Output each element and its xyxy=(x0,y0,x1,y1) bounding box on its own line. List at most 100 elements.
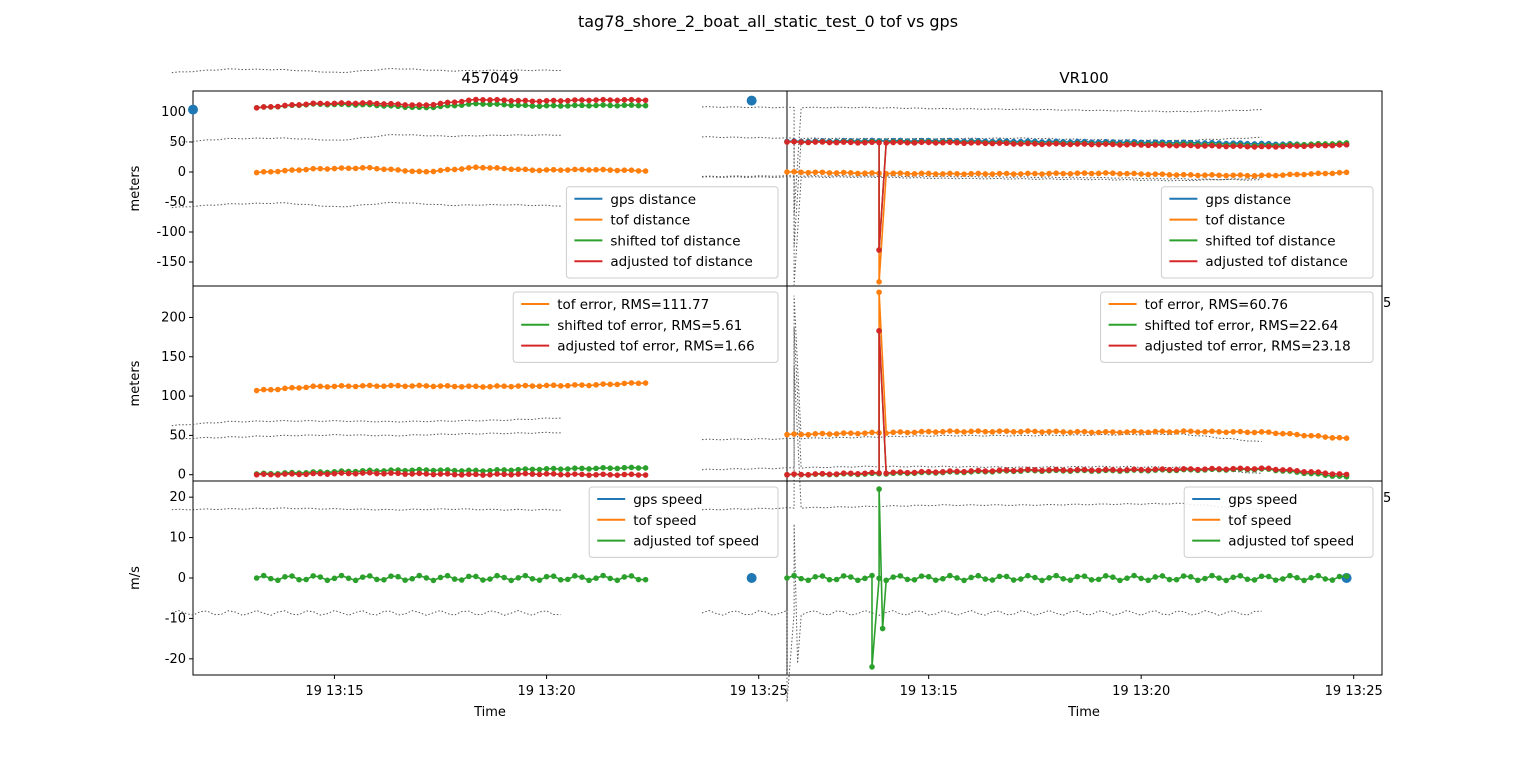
data-point xyxy=(1280,430,1286,437)
data-point xyxy=(812,574,819,580)
figure-suptitle: tag78_shore_2_boat_all_static_test_0 tof… xyxy=(578,12,958,32)
data-point xyxy=(501,97,507,103)
data-point xyxy=(812,139,819,145)
data-point xyxy=(1308,574,1314,581)
data-point xyxy=(310,165,317,172)
data-point xyxy=(1152,466,1159,473)
data-point xyxy=(1202,428,1208,435)
data-point xyxy=(310,470,317,477)
data-point xyxy=(1343,141,1350,148)
data-point xyxy=(579,382,585,388)
data-point xyxy=(515,166,522,173)
data-point xyxy=(607,575,614,582)
data-point xyxy=(430,168,437,175)
data-point xyxy=(1251,172,1258,179)
data-point xyxy=(508,471,515,478)
data-point xyxy=(833,139,840,146)
y-tick-label: -150 xyxy=(156,255,186,270)
data-point xyxy=(508,166,515,173)
data-point xyxy=(267,575,274,582)
data-point xyxy=(395,101,401,107)
data-point xyxy=(473,573,479,580)
data-point xyxy=(324,471,331,477)
data-point xyxy=(746,573,757,583)
reference-trace xyxy=(171,201,561,209)
legend: gps distance tof distance shifted tof dist… xyxy=(565,186,779,279)
stray-label: 5 xyxy=(1383,491,1391,506)
data-point xyxy=(1195,429,1201,435)
data-point xyxy=(564,471,571,478)
y-tick-label: -50 xyxy=(165,195,186,210)
data-point xyxy=(550,102,557,109)
data-point xyxy=(1280,467,1286,473)
data-point xyxy=(1237,572,1244,579)
data-point xyxy=(1258,429,1265,435)
data-point xyxy=(1060,467,1067,473)
data-point xyxy=(296,471,302,478)
y-tick-label: 20 xyxy=(169,490,186,505)
data-point xyxy=(416,168,423,175)
data-point xyxy=(550,166,557,173)
data-point xyxy=(996,170,1003,177)
data-point xyxy=(635,576,642,583)
data-point xyxy=(267,104,274,110)
data-point xyxy=(982,171,989,177)
data-point xyxy=(338,100,345,106)
data-point xyxy=(430,467,437,474)
data-point xyxy=(260,572,267,579)
data-point xyxy=(444,382,451,389)
data-point xyxy=(458,166,465,172)
data-point xyxy=(621,471,628,478)
data-point xyxy=(954,468,960,475)
data-point xyxy=(1180,171,1187,178)
data-point xyxy=(1074,466,1081,473)
data-point xyxy=(876,247,882,253)
data-point xyxy=(628,573,635,579)
data-point xyxy=(374,470,380,477)
data-point xyxy=(1223,429,1229,436)
data-point xyxy=(791,431,797,437)
data-point xyxy=(317,470,324,477)
data-point xyxy=(954,428,960,435)
data-point xyxy=(1025,140,1031,147)
data-point xyxy=(1053,428,1059,435)
data-point xyxy=(317,100,324,107)
data-point xyxy=(458,468,465,474)
data-point xyxy=(961,577,967,584)
data-point xyxy=(253,169,260,176)
data-point xyxy=(515,575,522,581)
data-point xyxy=(402,577,408,584)
data-point xyxy=(1046,170,1052,177)
data-point xyxy=(345,383,352,389)
data-point xyxy=(423,102,430,108)
data-point xyxy=(579,471,585,478)
data-point xyxy=(1272,577,1279,583)
data-point xyxy=(289,471,295,477)
data-point xyxy=(1117,429,1123,436)
data-point xyxy=(1131,141,1137,148)
data-point xyxy=(1301,143,1307,150)
data-point xyxy=(1138,171,1144,177)
data-point xyxy=(188,104,198,115)
legend: gps speed tof speed adjusted tof speed xyxy=(588,486,779,558)
data-point xyxy=(543,97,550,104)
legend-label: tof error, RMS=60.76 xyxy=(1145,297,1288,313)
data-point xyxy=(1187,466,1194,472)
legend: tof error, RMS=60.76 shifted tof error, R… xyxy=(1100,291,1374,363)
data-point xyxy=(1060,429,1067,435)
data-point xyxy=(465,467,472,474)
data-point xyxy=(1223,172,1229,179)
data-point xyxy=(1187,428,1194,435)
data-point xyxy=(904,429,911,436)
data-point xyxy=(352,165,359,172)
data-point xyxy=(289,573,295,579)
data-point xyxy=(501,471,507,478)
data-point xyxy=(940,575,946,582)
data-point xyxy=(1315,572,1322,579)
data-point xyxy=(352,100,359,107)
data-point xyxy=(1180,466,1187,472)
data-point xyxy=(1081,141,1088,147)
data-point xyxy=(1272,466,1279,473)
data-point xyxy=(543,465,550,472)
data-point xyxy=(444,572,451,579)
